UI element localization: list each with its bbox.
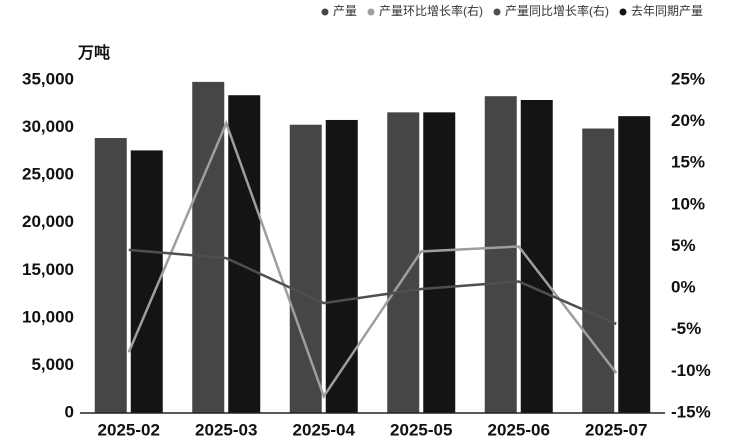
y-tick-label: 25,000 [22,165,74,184]
y2-tick-label: -15% [671,402,711,421]
x-tick-label: 2025-02 [98,420,160,439]
bar [192,81,225,413]
y2-tick-label: 5% [671,236,696,255]
y-axis-title: 万吨 [77,43,110,62]
bar [484,96,517,413]
bar [94,138,127,413]
y2-tick-label: 10% [671,194,705,213]
line [128,248,617,326]
y2-tick-label: -10% [671,361,711,380]
x-tick-label: 2025-06 [488,420,550,439]
legend-marker [367,8,375,16]
bar [325,119,358,414]
y-tick-label: 20,000 [22,212,74,231]
y-tick-label: 30,000 [22,117,74,136]
bar [289,124,322,414]
x-tick-label: 2025-07 [585,420,647,439]
bar [618,116,651,413]
y-tick-label: 0 [65,402,74,421]
bar [228,95,261,414]
y2-tick-label: 20% [671,111,705,130]
y-tick-label: 15,000 [22,260,74,279]
x-tick-label: 2025-04 [293,420,356,439]
legend-marker [321,8,329,16]
line [127,119,618,400]
legend-label: 去年同期产量 [631,4,703,18]
y2-tick-label: 0% [671,278,696,297]
legend-label: 产量 [333,4,357,18]
bar [130,150,163,414]
bar [582,128,615,413]
y-tick-label: 10,000 [22,307,74,326]
legend-label: 产量环比增长率(右) [379,3,483,18]
bar [423,112,456,413]
legend-marker [619,8,627,16]
y2-tick-label: 25% [671,69,705,88]
y2-tick-label: 15% [671,153,705,172]
y-tick-label: 35,000 [22,69,74,88]
legend-label: 产量同比增长率(右) [505,3,609,18]
x-tick-label: 2025-05 [390,420,452,439]
y-tick-label: 5,000 [31,355,74,374]
x-tick-label: 2025-03 [195,420,257,439]
y2-tick-label: -5% [671,319,701,338]
legend-marker [493,8,501,16]
